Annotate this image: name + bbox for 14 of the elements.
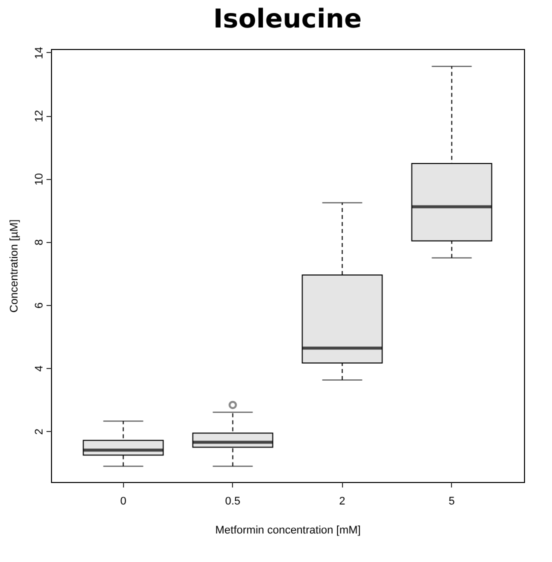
y-axis-title: Concentration [µM] bbox=[8, 219, 20, 313]
x-tick-label: 5 bbox=[448, 496, 455, 508]
x-tick-label: 2 bbox=[339, 496, 346, 508]
y-tick-label: 10 bbox=[34, 173, 46, 186]
y-tick-label: 2 bbox=[34, 428, 46, 435]
y-tick-label: 6 bbox=[34, 302, 46, 309]
x-axis-title: Metformin concentration [mM] bbox=[215, 524, 361, 536]
y-tick-label: 14 bbox=[34, 46, 46, 60]
y-tick-label: 4 bbox=[34, 366, 46, 372]
chart-title: Isoleucine bbox=[213, 4, 362, 34]
x-tick-label: 0 bbox=[120, 496, 126, 508]
y-tick-label: 12 bbox=[34, 110, 46, 122]
x-tick-label: 0.5 bbox=[225, 496, 240, 508]
y-tick-label: 8 bbox=[34, 239, 46, 246]
